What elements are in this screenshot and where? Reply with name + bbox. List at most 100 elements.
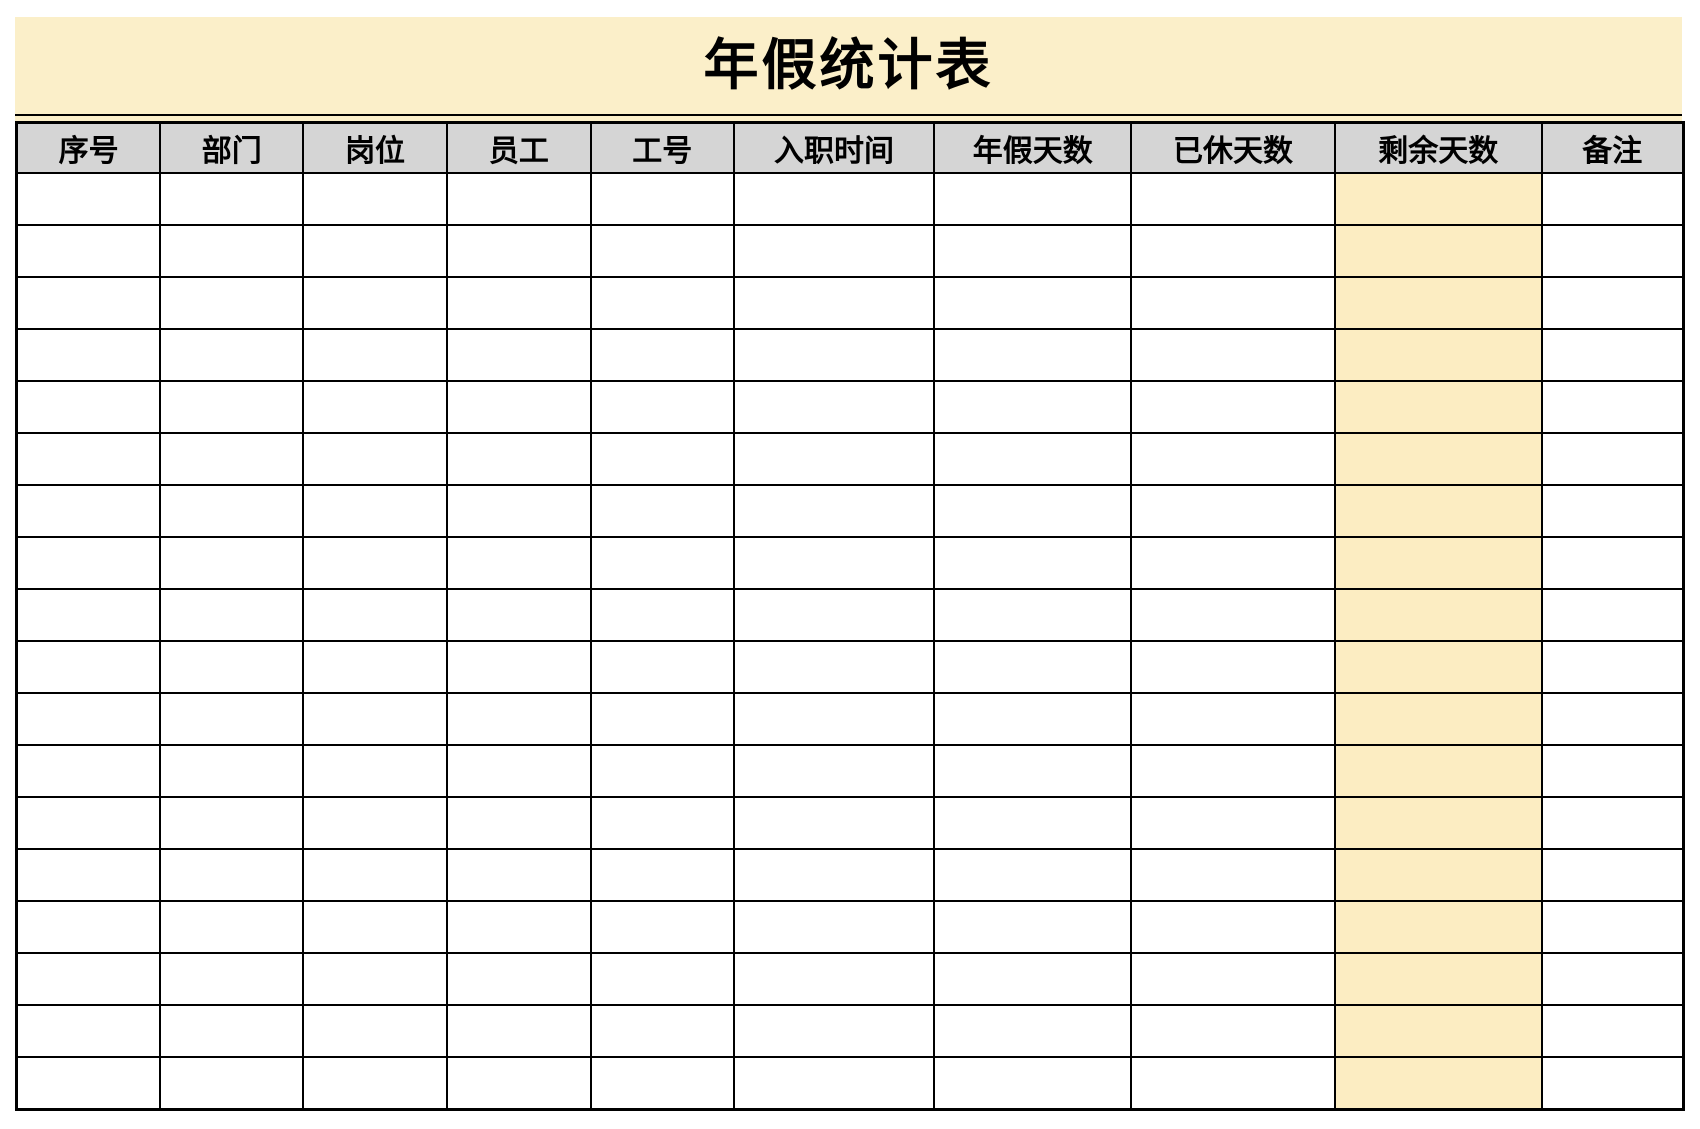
table-cell[interactable] — [732, 276, 936, 330]
table-cell[interactable] — [732, 484, 936, 538]
table-cell[interactable] — [732, 900, 936, 954]
table-cell[interactable] — [15, 380, 162, 434]
table-cell[interactable] — [159, 588, 305, 642]
table-cell[interactable] — [302, 952, 448, 1006]
table-cell[interactable] — [589, 692, 735, 746]
table-cell[interactable] — [15, 744, 162, 798]
table-cell[interactable] — [589, 328, 735, 382]
table-cell[interactable] — [302, 900, 448, 954]
table-cell[interactable] — [589, 848, 735, 902]
table-cell[interactable] — [445, 224, 592, 278]
table-cell[interactable] — [445, 172, 592, 226]
table-cell[interactable] — [933, 484, 1133, 538]
table-cell[interactable] — [159, 224, 305, 278]
table-cell[interactable] — [933, 172, 1133, 226]
table-cell[interactable] — [1333, 1056, 1543, 1111]
table-cell[interactable] — [159, 172, 305, 226]
table-cell[interactable] — [302, 380, 448, 434]
table-cell[interactable] — [159, 1056, 305, 1111]
table-cell[interactable] — [15, 484, 162, 538]
table-cell[interactable] — [732, 952, 936, 1006]
table-cell[interactable] — [933, 848, 1133, 902]
table-cell[interactable] — [732, 640, 936, 694]
table-cell[interactable] — [933, 952, 1133, 1006]
table-cell[interactable] — [732, 380, 936, 434]
table-cell[interactable] — [445, 640, 592, 694]
table-cell[interactable] — [589, 172, 735, 226]
table-cell[interactable] — [159, 328, 305, 382]
table-cell[interactable] — [1333, 848, 1543, 902]
table-cell[interactable] — [302, 172, 448, 226]
table-cell[interactable] — [1540, 380, 1685, 434]
table-cell[interactable] — [933, 380, 1133, 434]
table-cell[interactable] — [302, 276, 448, 330]
table-cell[interactable] — [1540, 796, 1685, 850]
table-cell[interactable] — [933, 1004, 1133, 1058]
table-cell[interactable] — [1540, 848, 1685, 902]
table-cell[interactable] — [1333, 224, 1543, 278]
table-cell[interactable] — [159, 744, 305, 798]
table-cell[interactable] — [15, 276, 162, 330]
table-cell[interactable] — [15, 952, 162, 1006]
table-cell[interactable] — [445, 484, 592, 538]
table-cell[interactable] — [1130, 1004, 1336, 1058]
table-cell[interactable] — [1333, 744, 1543, 798]
table-cell[interactable] — [445, 380, 592, 434]
table-cell[interactable] — [159, 276, 305, 330]
table-cell[interactable] — [1130, 484, 1336, 538]
table-cell[interactable] — [933, 796, 1133, 850]
table-cell[interactable] — [445, 1004, 592, 1058]
table-cell[interactable] — [1540, 952, 1685, 1006]
table-cell[interactable] — [15, 224, 162, 278]
table-cell[interactable] — [1333, 536, 1543, 590]
table-cell[interactable] — [302, 744, 448, 798]
table-cell[interactable] — [302, 1004, 448, 1058]
table-cell[interactable] — [1130, 900, 1336, 954]
table-cell[interactable] — [1333, 796, 1543, 850]
table-cell[interactable] — [732, 848, 936, 902]
table-cell[interactable] — [933, 224, 1133, 278]
table-cell[interactable] — [933, 900, 1133, 954]
table-cell[interactable] — [1333, 900, 1543, 954]
table-cell[interactable] — [159, 484, 305, 538]
table-cell[interactable] — [933, 588, 1133, 642]
table-cell[interactable] — [1333, 432, 1543, 486]
table-cell[interactable] — [933, 536, 1133, 590]
table-cell[interactable] — [589, 484, 735, 538]
table-cell[interactable] — [1333, 276, 1543, 330]
table-cell[interactable] — [589, 640, 735, 694]
table-cell[interactable] — [933, 744, 1133, 798]
table-cell[interactable] — [1130, 328, 1336, 382]
table-cell[interactable] — [302, 224, 448, 278]
table-cell[interactable] — [159, 536, 305, 590]
table-cell[interactable] — [15, 328, 162, 382]
table-cell[interactable] — [302, 1056, 448, 1111]
table-cell[interactable] — [302, 848, 448, 902]
table-cell[interactable] — [302, 588, 448, 642]
table-cell[interactable] — [732, 328, 936, 382]
table-cell[interactable] — [1130, 172, 1336, 226]
table-cell[interactable] — [302, 536, 448, 590]
table-cell[interactable] — [1130, 536, 1336, 590]
table-cell[interactable] — [732, 1004, 936, 1058]
table-cell[interactable] — [15, 1056, 162, 1111]
table-cell[interactable] — [159, 796, 305, 850]
table-cell[interactable] — [15, 1004, 162, 1058]
table-cell[interactable] — [15, 848, 162, 902]
table-cell[interactable] — [933, 328, 1133, 382]
table-cell[interactable] — [589, 380, 735, 434]
table-cell[interactable] — [1540, 536, 1685, 590]
table-cell[interactable] — [589, 744, 735, 798]
table-cell[interactable] — [159, 432, 305, 486]
table-cell[interactable] — [15, 692, 162, 746]
table-cell[interactable] — [445, 276, 592, 330]
table-cell[interactable] — [933, 692, 1133, 746]
table-cell[interactable] — [732, 432, 936, 486]
table-cell[interactable] — [589, 1004, 735, 1058]
table-cell[interactable] — [1130, 588, 1336, 642]
table-cell[interactable] — [15, 432, 162, 486]
table-cell[interactable] — [445, 744, 592, 798]
table-cell[interactable] — [732, 1056, 936, 1111]
table-cell[interactable] — [1130, 224, 1336, 278]
table-cell[interactable] — [159, 952, 305, 1006]
